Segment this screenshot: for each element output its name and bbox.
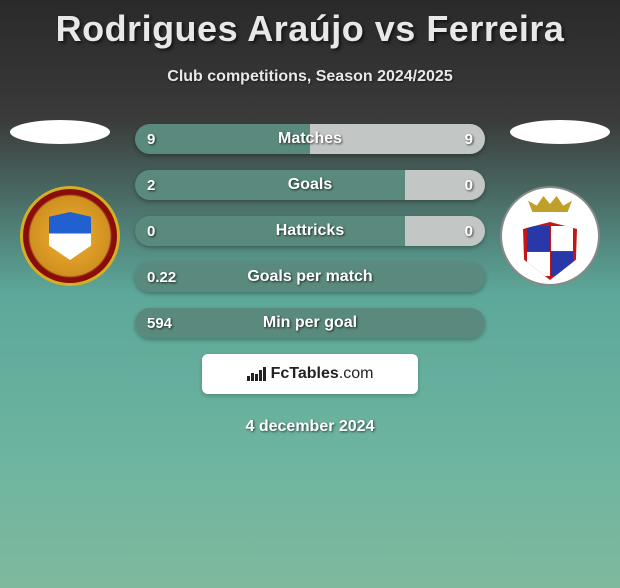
player-oval-right <box>510 120 610 144</box>
stat-row: 2 Goals 0 <box>135 170 485 200</box>
date-text: 4 december 2024 <box>0 418 620 436</box>
comparison-content: 9 Matches 9 2 Goals 0 0 Hattricks 0 0.22… <box>0 124 620 436</box>
stat-row: 0.22 Goals per match <box>135 262 485 292</box>
stat-row: 9 Matches 9 <box>135 124 485 154</box>
stat-value-right: 9 <box>465 131 473 148</box>
stat-label: Goals per match <box>135 268 485 286</box>
branding-badge: FcTables.com <box>202 354 418 394</box>
stat-label: Hattricks <box>135 222 485 240</box>
team-crest-left <box>20 186 120 286</box>
stat-row: 594 Min per goal <box>135 308 485 338</box>
stat-label: Matches <box>135 130 485 148</box>
brand-light: .com <box>339 365 374 382</box>
team-crest-right <box>500 186 600 286</box>
subtitle: Club competitions, Season 2024/2025 <box>0 68 620 86</box>
player-oval-left <box>10 120 110 144</box>
stat-value-right: 0 <box>465 223 473 240</box>
stat-value-right: 0 <box>465 177 473 194</box>
brand-text: FcTables.com <box>271 365 374 383</box>
page-title: Rodrigues Araújo vs Ferreira <box>0 8 620 50</box>
stat-label: Min per goal <box>135 314 485 332</box>
stat-row: 0 Hattricks 0 <box>135 216 485 246</box>
crest-crown-icon <box>528 196 572 212</box>
stat-label: Goals <box>135 176 485 194</box>
bar-chart-icon <box>247 367 267 381</box>
brand-bold: FcTables <box>271 365 339 382</box>
stats-bars: 9 Matches 9 2 Goals 0 0 Hattricks 0 0.22… <box>135 124 485 338</box>
crest-shield-icon <box>523 222 577 280</box>
